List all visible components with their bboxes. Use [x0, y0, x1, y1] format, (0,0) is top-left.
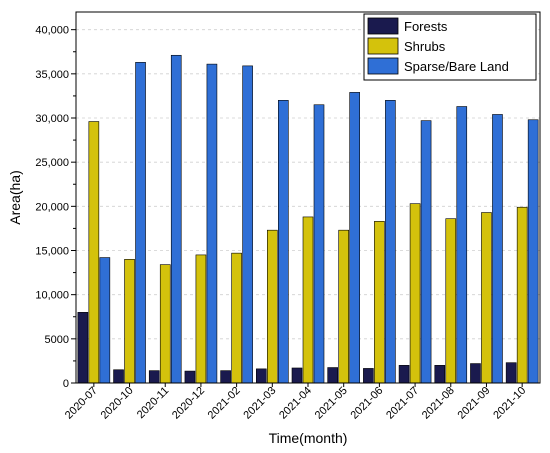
bar-shrubs-2021-05 — [338, 229, 349, 384]
bar-shrubs-2020-10 — [124, 259, 135, 384]
y-tick-label: 30,000 — [35, 113, 69, 125]
x-tick-label: 2021-04 — [277, 385, 314, 422]
x-tick-label: 2020-10 — [99, 385, 136, 422]
y-tick-label: 0 — [63, 378, 69, 390]
bar-sparse-bare-land-2020-10 — [135, 62, 146, 384]
bar-sparse-bare-land-2021-04 — [313, 104, 325, 384]
bar-forests-2021-10 — [505, 362, 517, 384]
bar-forests-2021-08 — [434, 365, 446, 384]
bar-sparse-bare-land-2021-02 — [242, 65, 253, 384]
legend-swatch-shrubs — [367, 37, 399, 55]
bar-sparse-bare-land-2020-11 — [170, 54, 182, 384]
y-tick-label: 15,000 — [35, 246, 69, 258]
legend-label-shrubs: Shrubs — [404, 39, 446, 54]
bar-shrubs-2021-08 — [445, 218, 457, 384]
y-axis-title: Area(ha) — [7, 170, 23, 224]
x-tick-label: 2021-09 — [456, 385, 493, 422]
bar-forests-2021-06 — [363, 368, 374, 384]
legend-label-sparse-bare-land: Sparse/Bare Land — [404, 59, 509, 74]
x-tick-label: 2021-10 — [491, 385, 528, 422]
bar-sparse-bare-land-2021-07 — [420, 120, 432, 384]
bar-forests-2020-07 — [77, 312, 89, 384]
x-tick-label: 2020-12 — [170, 385, 207, 422]
bar-shrubs-2020-12 — [195, 254, 207, 384]
bar-sparse-bare-land-2021-06 — [385, 100, 396, 384]
bar-forests-2020-11 — [148, 370, 160, 384]
bar-shrubs-2021-10 — [516, 206, 528, 384]
bar-shrubs-2021-07 — [409, 203, 421, 384]
x-tick-label: 2021-08 — [420, 385, 457, 422]
bar-shrubs-2021-02 — [231, 252, 242, 384]
x-tick-label: 2020-07 — [63, 385, 100, 422]
legend-swatch-forests — [367, 17, 399, 35]
x-tick-label: 2021-02 — [206, 385, 243, 422]
bar-shrubs-2020-11 — [159, 264, 171, 384]
x-axis-title: Time(month) — [269, 430, 348, 446]
bar-sparse-bare-land-2021-03 — [278, 100, 289, 384]
legend: Forests Shrubs Sparse/Bare Land — [363, 13, 537, 81]
bar-forests-2021-04 — [291, 367, 303, 384]
bar-forests-2021-09 — [470, 363, 481, 384]
bar-shrubs-2021-03 — [267, 229, 278, 384]
x-tick-label: 2021-06 — [348, 385, 385, 422]
y-axis-ticks: 0 5000 10,000 15,000 20,000 25,000 30,000 35,00… — [35, 25, 76, 390]
y-tick-label: 20,000 — [35, 201, 69, 213]
y-tick-label: 35,000 — [35, 69, 69, 81]
legend-label-forests: Forests — [404, 19, 448, 34]
bar-forests-2020-10 — [113, 369, 124, 384]
y-tick-label: 25,000 — [35, 157, 69, 169]
bar-forests-2021-03 — [256, 368, 267, 384]
bar-shrubs-2020-07 — [88, 121, 100, 384]
bar-sparse-bare-land-2021-09 — [492, 114, 503, 384]
legend-swatch-sparse-bare-land — [367, 57, 399, 75]
bar-shrubs-2021-09 — [481, 212, 492, 384]
x-tick-label: 2021-07 — [384, 385, 421, 422]
bar-sparse-bare-land-2021-10 — [527, 119, 539, 384]
bar-forests-2021-07 — [398, 365, 410, 384]
x-tick-label: 2021-03 — [241, 385, 278, 422]
bar-sparse-bare-land-2020-12 — [206, 63, 218, 384]
x-tick-label: 2021-05 — [313, 385, 350, 422]
bar-sparse-bare-land-2021-05 — [349, 92, 360, 384]
bar-sparse-bare-land-2021-08 — [456, 106, 468, 384]
bars — [77, 54, 539, 384]
bar-forests-2021-02 — [220, 370, 231, 384]
bar-sparse-bare-land-2020-07 — [99, 257, 111, 384]
bar-shrubs-2021-04 — [302, 216, 314, 384]
bar-forests-2020-12 — [184, 370, 196, 384]
y-tick-label: 40,000 — [35, 25, 69, 37]
y-tick-label: 5000 — [45, 334, 69, 346]
bar-shrubs-2021-06 — [374, 221, 385, 384]
x-tick-label: 2020-11 — [135, 385, 171, 421]
bar-forests-2021-05 — [327, 367, 338, 384]
y-tick-label: 10,000 — [35, 290, 69, 302]
